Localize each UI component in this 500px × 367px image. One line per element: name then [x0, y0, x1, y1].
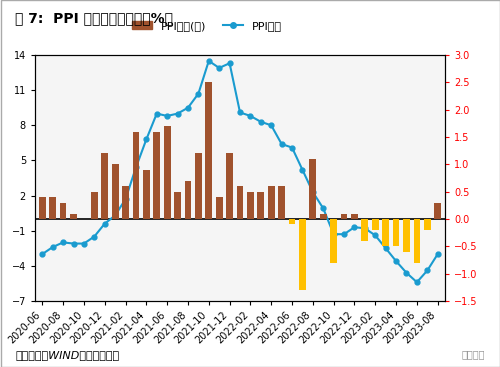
Bar: [288, 219, 296, 225]
Bar: [50, 197, 56, 219]
Bar: [278, 186, 285, 219]
Bar: [164, 126, 170, 219]
Bar: [340, 214, 347, 219]
Bar: [414, 219, 420, 263]
Bar: [70, 214, 77, 219]
Text: 资料来源：WIND，财信研究院: 资料来源：WIND，财信研究院: [15, 350, 119, 360]
Bar: [247, 192, 254, 219]
Bar: [320, 214, 326, 219]
Bar: [174, 192, 181, 219]
Bar: [310, 159, 316, 219]
Bar: [434, 203, 441, 219]
Bar: [206, 82, 212, 219]
Bar: [195, 153, 202, 219]
Bar: [102, 153, 108, 219]
Legend: PPI环比(右), PPI同比: PPI环比(右), PPI同比: [128, 17, 286, 35]
Bar: [268, 186, 274, 219]
Bar: [382, 219, 389, 246]
Bar: [122, 186, 129, 219]
Bar: [39, 197, 46, 219]
Bar: [132, 131, 140, 219]
Bar: [143, 170, 150, 219]
Bar: [112, 164, 118, 219]
Bar: [236, 186, 244, 219]
Bar: [226, 153, 233, 219]
Text: 明察宏观: 明察宏观: [462, 350, 485, 360]
Text: 图 7:  PPI 同比和环比变化（%）: 图 7: PPI 同比和环比变化（%）: [15, 11, 173, 25]
Bar: [216, 197, 222, 219]
Bar: [392, 219, 400, 246]
Bar: [258, 192, 264, 219]
Bar: [184, 181, 192, 219]
Bar: [362, 219, 368, 241]
Bar: [60, 203, 66, 219]
Bar: [154, 131, 160, 219]
Bar: [372, 219, 378, 230]
Bar: [91, 192, 98, 219]
Bar: [424, 219, 430, 230]
Bar: [330, 219, 337, 263]
Bar: [351, 214, 358, 219]
Bar: [403, 219, 410, 252]
Bar: [299, 219, 306, 290]
